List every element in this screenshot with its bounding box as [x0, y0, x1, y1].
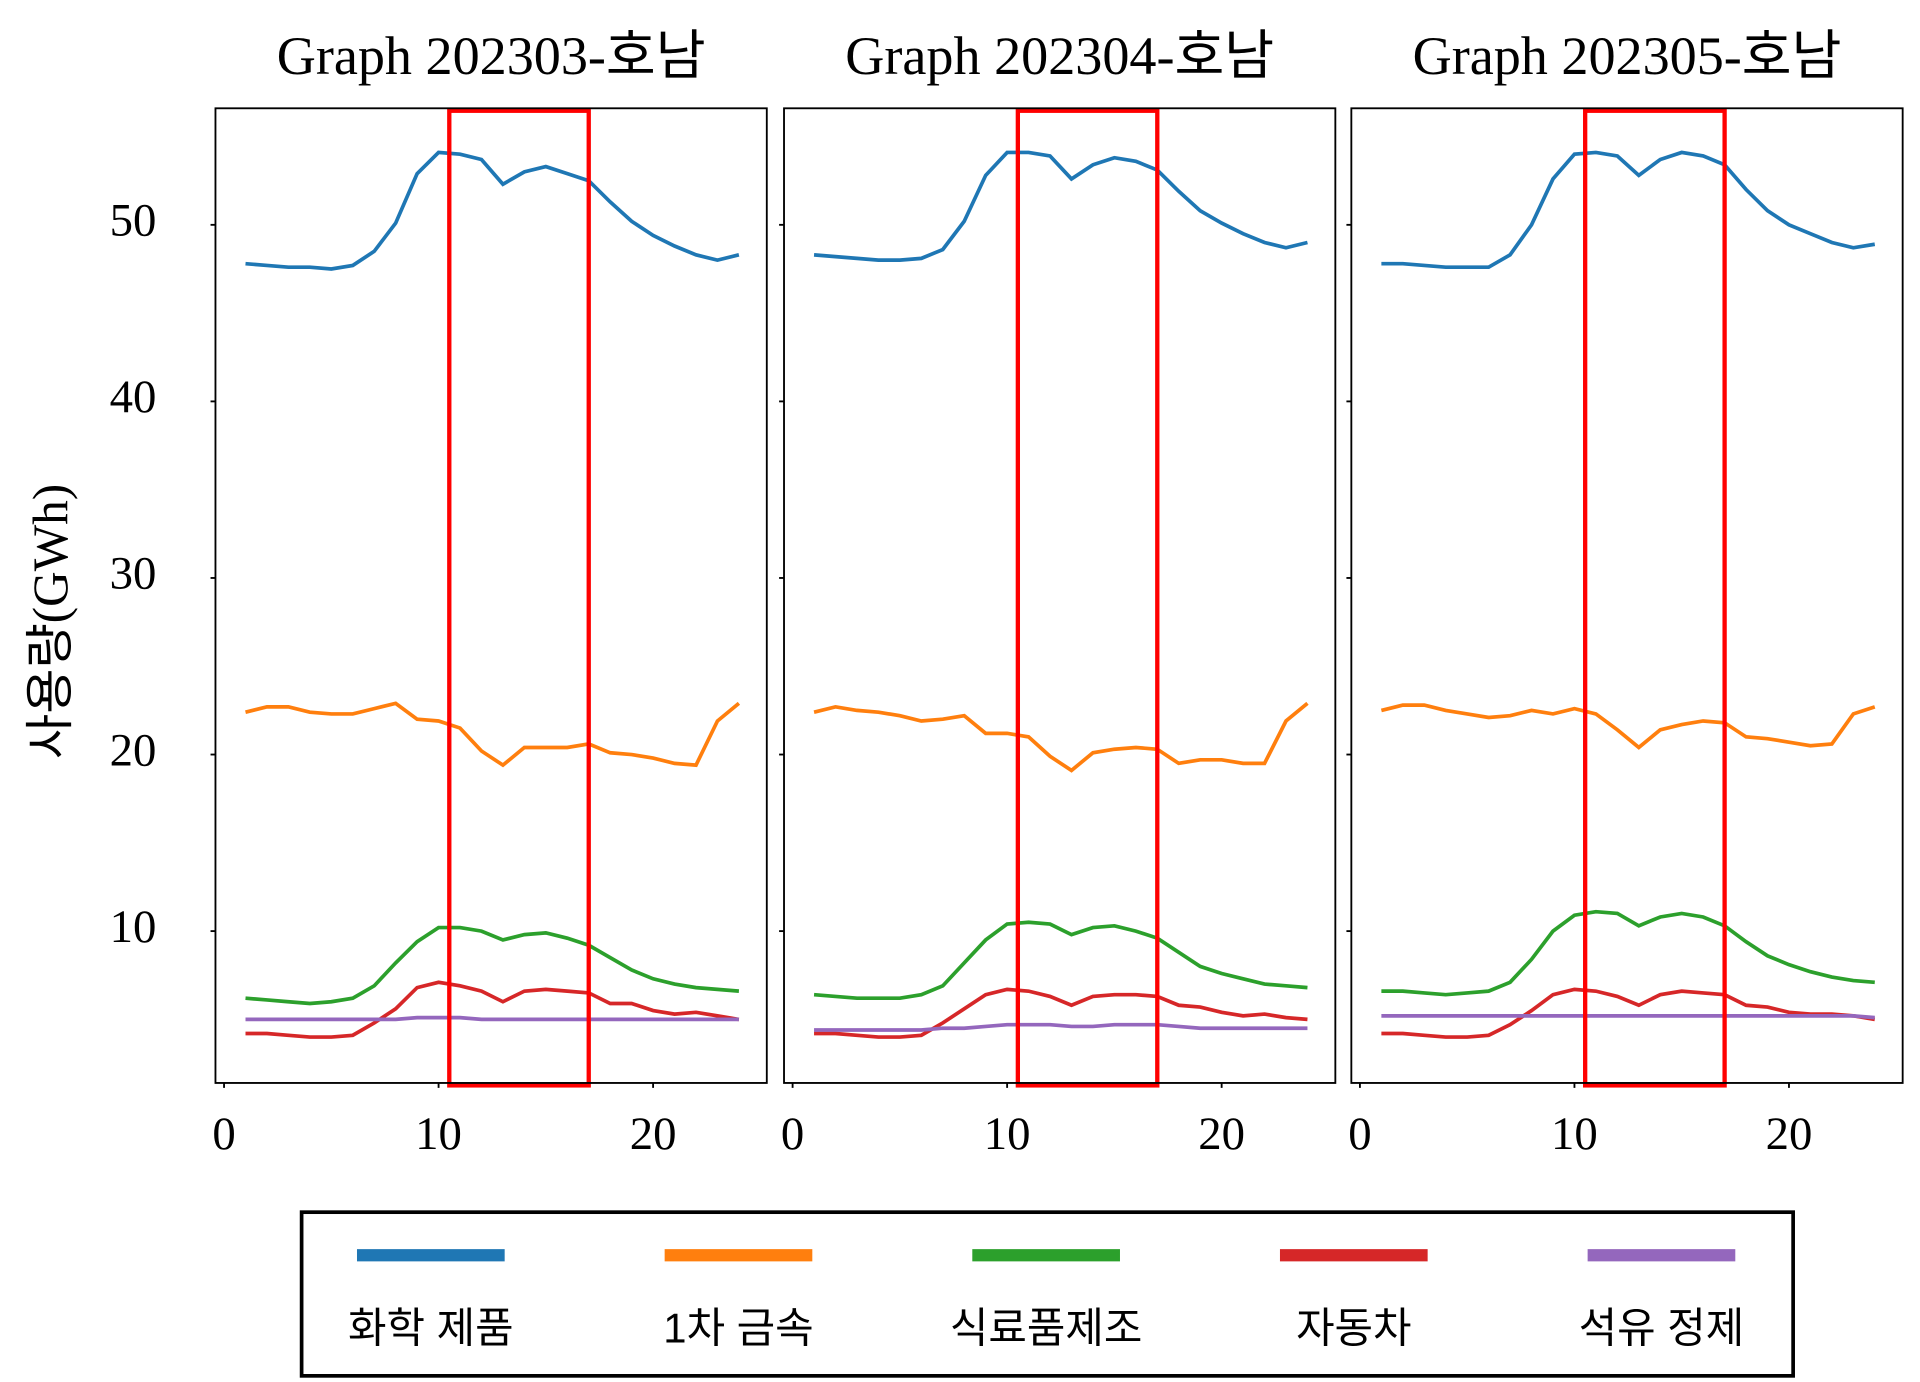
- legend-label: 석유 정제: [1579, 1305, 1745, 1352]
- chart-title: Graph 202305-호남: [1413, 26, 1842, 86]
- x-tick-label: 20: [1198, 1108, 1245, 1160]
- plot-frame: [214, 107, 768, 1084]
- y-tick-label: 50: [110, 195, 157, 247]
- legend-label: 화학 제품: [348, 1305, 514, 1352]
- x-tick-label: 10: [984, 1108, 1031, 1160]
- series-line: [814, 987, 1308, 1039]
- y-tick-label: 10: [110, 901, 157, 953]
- series-line: [245, 1015, 739, 1022]
- plot-frame: [783, 107, 1337, 1084]
- x-tick-label: 0: [212, 1108, 235, 1160]
- series-line: [813, 150, 1308, 262]
- series-line: [813, 701, 1309, 773]
- y-axis-label: 사용량(GWh): [23, 484, 78, 759]
- legend-label: 자동차: [1296, 1305, 1411, 1352]
- series-line: [245, 701, 741, 768]
- series-line: [814, 1022, 1308, 1032]
- legend-box: [299, 1210, 1795, 1378]
- plot-frame: [1350, 107, 1904, 1084]
- highlight-box: [447, 108, 591, 1088]
- highlight-box: [1583, 108, 1727, 1088]
- y-tick-label: 30: [110, 548, 157, 600]
- chart-title: Graph 202304-호남: [845, 26, 1274, 86]
- series-line: [245, 980, 740, 1039]
- x-tick-label: 10: [1551, 1108, 1598, 1160]
- x-tick-label: 10: [415, 1108, 462, 1160]
- series-line: [245, 925, 740, 1006]
- x-tick-label: 0: [781, 1108, 804, 1160]
- chart-title: Graph 202303-호남: [277, 26, 706, 86]
- series-line: [1381, 909, 1875, 997]
- y-tick-label: 20: [110, 724, 157, 776]
- x-tick-label: 0: [1348, 1108, 1371, 1160]
- series-line: [1381, 1014, 1875, 1020]
- series-line: [813, 920, 1308, 1001]
- series-line: [1381, 987, 1876, 1039]
- highlight-box: [1015, 108, 1160, 1088]
- y-tick-label: 40: [110, 371, 157, 423]
- legend-label: 식료품제조: [950, 1305, 1142, 1352]
- x-tick-label: 20: [630, 1108, 677, 1160]
- series-line: [1381, 150, 1876, 270]
- x-tick-label: 20: [1766, 1108, 1813, 1160]
- series-line: [245, 150, 740, 271]
- legend-label: 1차 금속: [663, 1305, 813, 1352]
- series-line: [1380, 703, 1876, 750]
